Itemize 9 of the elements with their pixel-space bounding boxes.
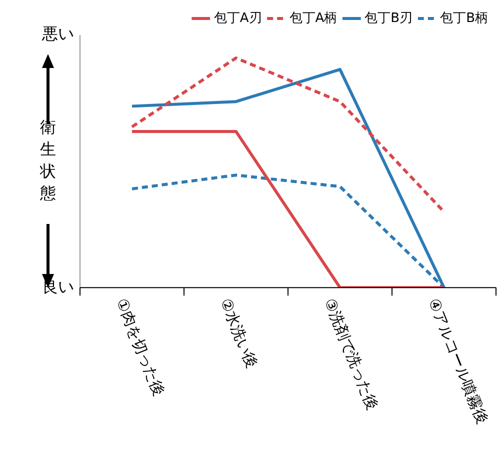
legend-label: 包丁B刃 [364, 10, 413, 26]
legend-label: 包丁A柄 [289, 10, 338, 26]
legend-label: 包丁A刃 [214, 10, 262, 26]
x-tick-label: ②水洗い後 [216, 296, 261, 371]
x-tick-label: ④アルコール噴霧後 [424, 296, 492, 426]
x-tick-label: ①肉を切った後 [112, 296, 168, 398]
legend-label: 包丁B柄 [440, 10, 488, 26]
x-tick-label: ③洗剤で洗った後 [320, 296, 382, 412]
text: 悪い [41, 24, 74, 44]
